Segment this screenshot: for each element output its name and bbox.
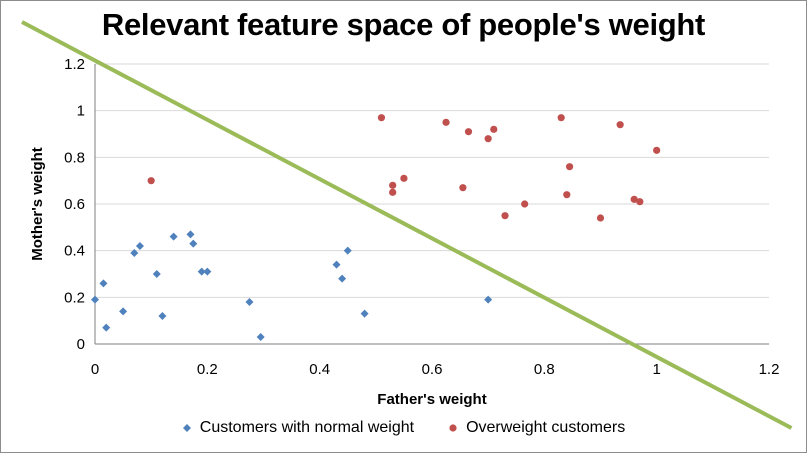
data-point-overweight bbox=[596, 214, 605, 222]
x-tick-label: 1 bbox=[652, 361, 660, 378]
data-point-normal bbox=[360, 309, 369, 318]
data-point-normal bbox=[152, 270, 161, 278]
data-point-normal bbox=[135, 242, 144, 250]
data-point-normal bbox=[338, 274, 347, 283]
y-tick-label: 1.2 bbox=[64, 56, 85, 73]
data-point-normal bbox=[119, 307, 128, 316]
x-tick-label: 0.4 bbox=[309, 361, 330, 378]
data-point-normal bbox=[189, 239, 198, 248]
y-tick-label: 0.4 bbox=[64, 243, 85, 260]
data-point-overweight bbox=[377, 114, 386, 122]
data-point-overweight bbox=[459, 184, 467, 192]
data-point-overweight bbox=[442, 118, 450, 126]
data-point-overweight bbox=[653, 146, 661, 154]
x-tick-label: 0.6 bbox=[422, 361, 443, 378]
legend-label-normal: Customers with normal weight bbox=[199, 419, 415, 436]
data-point-overweight bbox=[557, 114, 565, 122]
data-point-normal bbox=[343, 246, 352, 255]
data-point-normal bbox=[256, 333, 265, 341]
y-tick-label: 1 bbox=[77, 103, 85, 120]
y-tick-label: 0.8 bbox=[64, 149, 85, 166]
data-point-overweight bbox=[490, 125, 498, 133]
data-point-normal bbox=[203, 267, 212, 276]
data-point-normal bbox=[158, 312, 167, 320]
data-point-overweight bbox=[389, 188, 397, 196]
data-point-normal bbox=[130, 249, 139, 257]
y-tick-label: 0.2 bbox=[64, 289, 85, 306]
x-tick-label: 0.8 bbox=[534, 361, 555, 378]
y-axis-title: Mother's weight bbox=[29, 147, 46, 261]
x-tick-label: 0.2 bbox=[197, 361, 218, 378]
x-tick-label: 0 bbox=[91, 361, 99, 378]
data-point-overweight bbox=[464, 128, 473, 136]
data-point-overweight bbox=[147, 177, 155, 185]
legend-item-overweight[interactable]: Overweight customers bbox=[448, 419, 625, 437]
data-point-normal bbox=[91, 295, 99, 304]
gridlines bbox=[95, 63, 769, 298]
y-tick-label: 0.6 bbox=[64, 196, 85, 213]
data-point-overweight bbox=[616, 121, 624, 129]
data-point-overweight bbox=[521, 200, 529, 208]
data-point-normal bbox=[484, 295, 493, 304]
circle-marker-icon bbox=[449, 424, 457, 432]
data-point-overweight bbox=[400, 174, 408, 182]
data-point-normal bbox=[99, 279, 108, 288]
decision-boundary-line bbox=[21, 20, 793, 430]
data-point-overweight bbox=[501, 212, 509, 220]
decision-boundary bbox=[21, 20, 793, 430]
x-axis-title: Father's weight bbox=[377, 391, 486, 408]
data-point-normal bbox=[332, 260, 341, 269]
data-point-overweight bbox=[566, 163, 574, 171]
data-point-normal bbox=[186, 230, 195, 239]
data-points bbox=[91, 114, 661, 341]
data-point-overweight bbox=[389, 181, 397, 189]
data-point-overweight bbox=[484, 135, 492, 143]
data-point-normal bbox=[102, 323, 111, 332]
chart-title: Relevant feature space of people's weigh… bbox=[101, 7, 706, 42]
data-point-overweight bbox=[630, 195, 638, 203]
data-point-normal bbox=[169, 232, 178, 241]
legend-item-normal[interactable]: Customers with normal weight bbox=[182, 419, 414, 437]
y-tick-label: 0 bbox=[77, 336, 85, 353]
x-tick-label: 1.2 bbox=[759, 361, 780, 378]
legend-label-overweight: Overweight customers bbox=[466, 419, 626, 436]
data-point-normal bbox=[245, 298, 254, 306]
tick-labels: 0 0.2 0.4 0.6 0.8 1 1.2 0 0.2 0.4 0.6 0.8 1 1.2 bbox=[64, 56, 779, 378]
data-point-overweight bbox=[636, 198, 644, 206]
legend: Customers with normal weight Overweight … bbox=[1, 419, 806, 437]
data-point-normal bbox=[197, 267, 206, 276]
data-point-overweight bbox=[563, 191, 571, 199]
diamond-marker-icon bbox=[182, 424, 191, 432]
